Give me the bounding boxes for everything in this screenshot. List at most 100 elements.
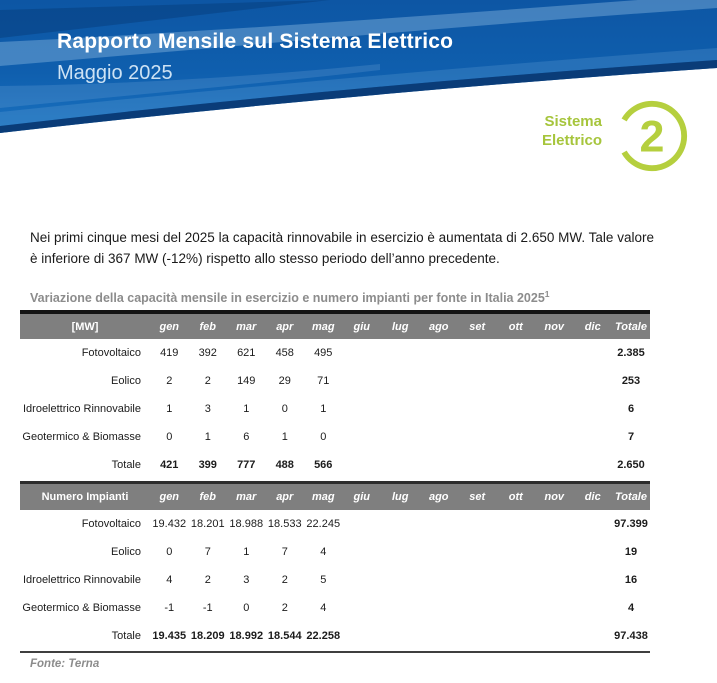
cell-value	[343, 367, 382, 395]
row-label: Totale	[111, 629, 141, 642]
cell-value	[574, 451, 613, 479]
cell-value	[458, 510, 497, 538]
cell-value	[381, 622, 420, 650]
cell-value: 4	[320, 545, 327, 558]
cell-value	[535, 594, 574, 622]
cell-value	[574, 566, 613, 594]
cell-value	[420, 339, 459, 367]
capacity-mw-table: [MW] gen feb mar apr mag giu lug ago set ott nov dic…	[20, 310, 650, 479]
cell-value	[497, 367, 536, 395]
cell-value	[497, 566, 536, 594]
cell-value	[535, 451, 574, 479]
table-row: Geotermico & Biomasse 0 1 6 1 0 7	[20, 423, 650, 451]
row-label: Fotovoltaico	[81, 347, 141, 359]
cell-value	[381, 538, 420, 566]
cell-value	[420, 367, 459, 395]
col-header-dic: dic	[584, 320, 601, 333]
row-label: Fotovoltaico	[81, 517, 141, 530]
cell-value	[574, 538, 613, 566]
cell-value	[497, 395, 536, 423]
cell-value	[343, 339, 382, 367]
cell-value	[343, 395, 382, 423]
section-label: Sistema Elettrico	[492, 112, 602, 150]
numero-impianti-table-head: Numero Impianti gen feb mar apr mag giu lug ago s…	[20, 482, 650, 510]
col-header-set: set	[469, 320, 486, 333]
table-row: Fotovoltaico 419 392 621 458 495 2.385	[20, 339, 650, 367]
table-caption-text: Variazione della capacità mensile in ese…	[30, 291, 545, 306]
cell-value: 0	[281, 403, 288, 415]
unit-label: Numero Impianti	[41, 490, 129, 503]
cell-value	[343, 594, 382, 622]
cell-value: 71	[317, 375, 330, 387]
col-header-nov: nov	[544, 490, 565, 503]
col-header-mar: mar	[236, 320, 257, 333]
cell-value	[381, 594, 420, 622]
cell-value: 29	[278, 375, 291, 387]
cell-value	[458, 538, 497, 566]
col-header-totale: Totale	[615, 490, 647, 503]
section-label-line1: Sistema	[544, 113, 602, 130]
cell-value	[420, 622, 459, 650]
col-header-ago: ago	[428, 490, 449, 503]
cell-value: 7	[204, 545, 211, 558]
cell-value: 18.209	[190, 629, 225, 642]
col-header-mag: mag	[311, 490, 335, 503]
cell-value: 621	[237, 347, 256, 359]
cell-value	[535, 395, 574, 423]
cell-value	[458, 566, 497, 594]
row-label: Geotermico & Biomasse	[22, 601, 141, 614]
cell-value: 2	[281, 601, 288, 614]
cell-value	[420, 538, 459, 566]
cell-value: 1	[243, 403, 250, 415]
cell-value: 566	[314, 459, 333, 471]
row-label: Geotermico & Biomasse	[22, 431, 141, 443]
cell-value	[420, 423, 459, 451]
cell-value: 19.435	[152, 629, 187, 642]
cell-value: 6	[243, 431, 250, 443]
totals-row: Totale 421 399 777 488 566 2.650	[20, 451, 650, 479]
cell-value	[381, 367, 420, 395]
table-caption: Variazione della capacità mensile in ese…	[30, 289, 654, 305]
cell-total: 2.385	[617, 347, 645, 359]
cell-value	[343, 510, 382, 538]
table-row: Idroelettrico Rinnovabile 1 3 1 0 1 6	[20, 395, 650, 423]
banner-swoosh-graphic	[0, 0, 717, 133]
row-label: Eolico	[111, 545, 141, 558]
col-header-feb: feb	[199, 320, 217, 333]
capacity-mw-table-body: Fotovoltaico 419 392 621 458 495 2.385 Eolico 2 2…	[20, 339, 650, 479]
cell-value: 4	[320, 601, 327, 614]
totals-row: Totale 19.435 18.209 18.992 18.544 22.258 97.4…	[20, 622, 650, 650]
col-header-gen: gen	[159, 490, 180, 503]
section-number-badge: 2	[613, 97, 691, 175]
cell-value	[497, 423, 536, 451]
cell-value: -1	[202, 601, 213, 614]
row-label: Idroelettrico Rinnovabile	[22, 403, 141, 415]
cell-value	[381, 510, 420, 538]
col-header-mag: mag	[311, 320, 335, 333]
cell-value	[574, 395, 613, 423]
cell-value	[381, 423, 420, 451]
numero-impianti-table: Numero Impianti gen feb mar apr mag giu lug ago s…	[20, 481, 650, 650]
cell-value: 3	[204, 403, 211, 415]
col-header-ott: ott	[508, 320, 523, 333]
cell-value: 392	[198, 347, 217, 359]
cell-total: 16	[624, 573, 638, 586]
cell-value: 1	[243, 545, 250, 558]
row-label: Idroelettrico Rinnovabile	[22, 573, 141, 586]
cell-value	[574, 367, 613, 395]
cell-value: 0	[320, 431, 327, 443]
cell-value	[574, 622, 613, 650]
section-number: 2	[640, 111, 665, 162]
cell-value	[458, 451, 497, 479]
cell-value: 18.201	[190, 517, 225, 530]
cell-total: 7	[627, 431, 635, 443]
col-header-apr: apr	[276, 490, 294, 503]
cell-value	[497, 339, 536, 367]
header-row: [MW] gen feb mar apr mag giu lug ago set ott nov dic…	[20, 312, 650, 339]
header-row: Numero Impianti gen feb mar apr mag giu lug ago s…	[20, 482, 650, 510]
col-header-ott: ott	[508, 490, 523, 503]
cell-value	[574, 339, 613, 367]
cell-value: 7	[281, 545, 288, 558]
col-header-nov: nov	[544, 320, 565, 333]
cell-value	[381, 395, 420, 423]
